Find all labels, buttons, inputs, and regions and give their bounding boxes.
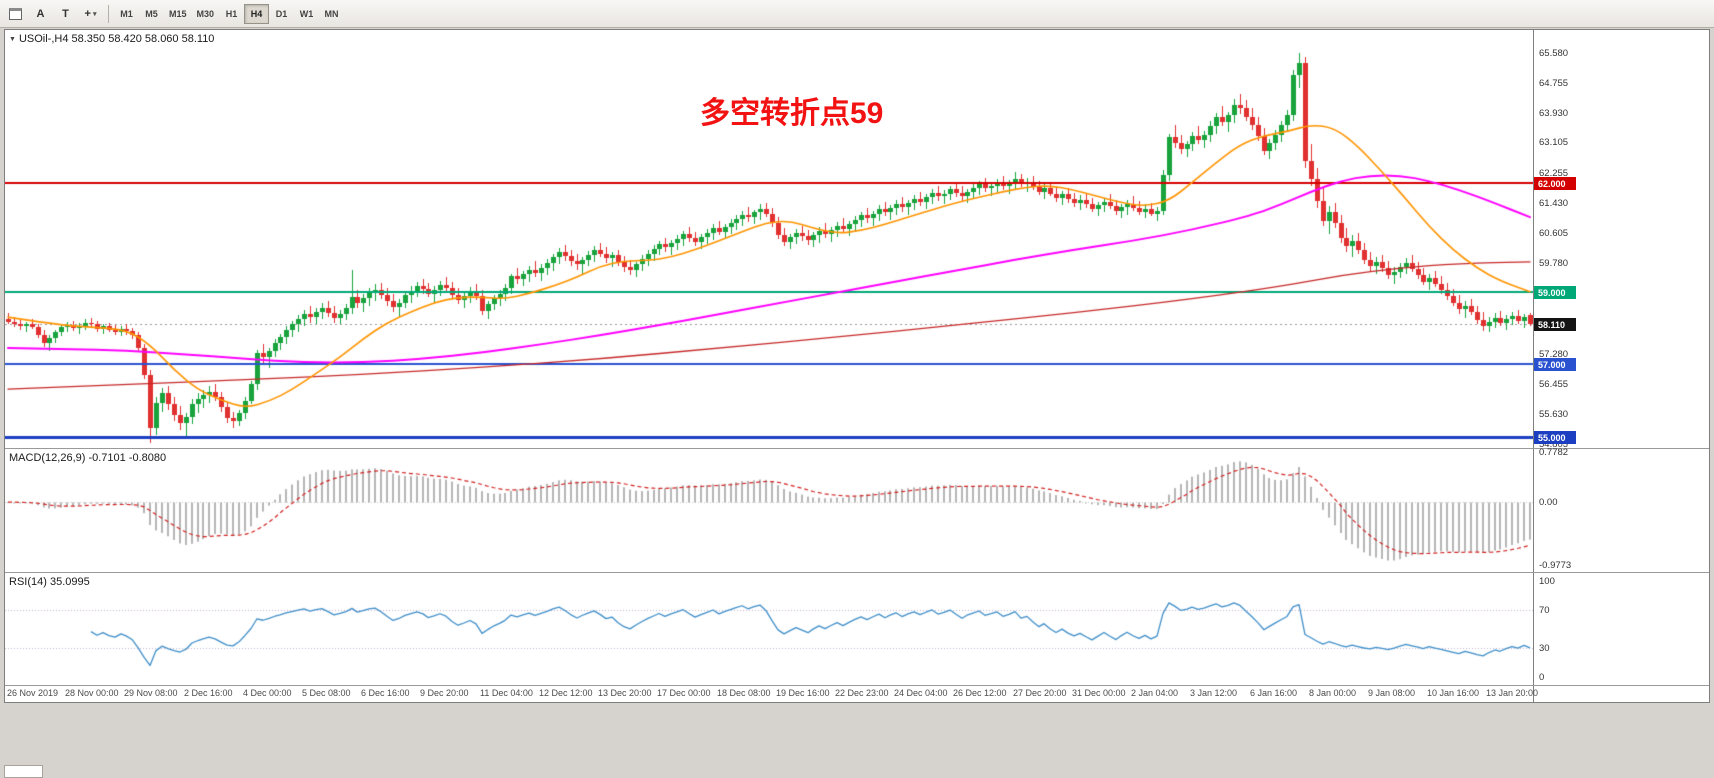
timeframe-w1-button[interactable]: W1 [294, 4, 319, 24]
timeframe-m5-button[interactable]: M5 [139, 4, 164, 24]
price-axis-label: 62.255 [1539, 168, 1569, 179]
axis-divider [1533, 686, 1534, 702]
macd-canvas[interactable] [5, 449, 1533, 572]
date-label: 2 Dec 16:00 [184, 688, 233, 698]
price-axis-label: 65.580 [1539, 48, 1569, 59]
timeframe-mn-button[interactable]: MN [319, 4, 344, 24]
macd-axis-label: -0.9773 [1539, 560, 1572, 571]
date-label: 13 Dec 20:00 [598, 688, 652, 698]
symbol-marker-icon: ▼ [9, 35, 16, 43]
price-axis[interactable]: 65.580 64.755 63.930 63.105 62.255 61.430 60.6… [1533, 30, 1709, 450]
price-axis-label: 59.780 [1539, 258, 1569, 269]
window-icon[interactable] [4, 3, 27, 24]
toolbar: A T + ▾ M1 M5 M15 M30 H1 H4 D1 W1 MN [0, 0, 1714, 28]
chart-title-text: USOil-,H4 58.350 58.420 58.060 58.110 [18, 33, 215, 45]
date-label: 8 Jan 00:00 [1309, 688, 1357, 698]
text-label-tool-button[interactable]: A [29, 3, 52, 24]
price-axis-badge: 59.000 [1534, 286, 1576, 299]
date-label: 10 Jan 16:00 [1427, 688, 1480, 698]
chart-window: ▼ USOil-,H4 58.350 58.420 58.060 58.110 多… [4, 29, 1710, 703]
rsi-axis-label: 100 [1539, 576, 1555, 587]
timeframe-h1-button[interactable]: H1 [219, 4, 244, 24]
date-label: 26 Nov 2019 [7, 688, 59, 698]
date-label: 6 Jan 16:00 [1250, 688, 1298, 698]
price-axis-badge: 62.000 [1534, 177, 1576, 190]
macd-pane: MACD(12,26,9) -0.7101 -0.8080 0.7782 0.00… [5, 447, 1709, 573]
macd-axis: 0.7782 0.00 -0.9773 [1533, 447, 1709, 572]
rsi-axis: 100 70 30 0 [1533, 573, 1709, 685]
rsi-axis-label: 0 [1539, 672, 1545, 683]
price-axis-label: 56.455 [1539, 379, 1569, 390]
date-label: 29 Nov 08:00 [124, 688, 178, 698]
date-label: 4 Dec 00:00 [243, 688, 292, 698]
date-label: 3 Jan 12:00 [1190, 688, 1238, 698]
date-label: 13 Jan 20:00 [1486, 688, 1539, 698]
rsi-canvas[interactable] [5, 573, 1533, 685]
macd-axis-label: 0.7782 [1539, 447, 1569, 458]
date-label: 22 Dec 23:00 [835, 688, 889, 698]
price-axis-label: 60.605 [1539, 228, 1569, 239]
window-glyph-icon [9, 7, 22, 20]
rsi-axis-label: 70 [1539, 605, 1550, 616]
date-label: 12 Dec 12:00 [539, 688, 593, 698]
macd-axis-label: 0.00 [1539, 497, 1558, 508]
price-axis-label: 57.280 [1539, 349, 1569, 360]
date-label: 9 Jan 08:00 [1368, 688, 1416, 698]
price-axis-badge: 55.000 [1534, 431, 1576, 444]
timeframe-m15-button[interactable]: M15 [164, 4, 192, 24]
chevron-down-icon: ▾ [92, 10, 97, 18]
timeframe-h4-button[interactable]: H4 [244, 3, 270, 24]
rsi-label: RSI(14) 35.0995 [9, 576, 90, 588]
crosshair-tool-button[interactable]: + ▾ [79, 3, 102, 24]
bottom-area [0, 703, 1714, 778]
price-axis-label: 54.805 [1539, 439, 1569, 450]
price-chart-canvas[interactable] [5, 30, 1533, 448]
status-box [4, 765, 43, 778]
date-label: 19 Dec 16:00 [776, 688, 830, 698]
date-label: 28 Nov 00:00 [65, 688, 119, 698]
date-label: 24 Dec 04:00 [894, 688, 948, 698]
date-label: 11 Dec 04:00 [480, 688, 533, 698]
time-axis[interactable]: 26 Nov 2019 28 Nov 00:00 29 Nov 08:00 2 Dec… [5, 686, 1709, 702]
macd-label: MACD(12,26,9) -0.7101 -0.8080 [9, 452, 167, 464]
date-label: 31 Dec 00:00 [1072, 688, 1126, 698]
price-axis-label: 64.755 [1539, 78, 1569, 89]
date-label: 2 Jan 04:00 [1131, 688, 1179, 698]
date-label: 17 Dec 00:00 [657, 688, 711, 698]
date-label: 27 Dec 20:00 [1013, 688, 1067, 698]
price-chart-pane: ▼ USOil-,H4 58.350 58.420 58.060 58.110 多… [5, 30, 1709, 450]
chart-annotation[interactable]: 多空转折点59 [700, 97, 884, 130]
date-label: 18 Dec 08:00 [717, 688, 771, 698]
date-label: 9 Dec 20:00 [420, 688, 469, 698]
price-axis-badge: 58.110 [1534, 318, 1576, 331]
price-axis-badge: 57.000 [1534, 358, 1576, 371]
price-axis-label: 63.930 [1539, 108, 1569, 119]
rsi-pane: RSI(14) 35.0995 100 70 30 0 [5, 573, 1709, 686]
date-label: 5 Dec 08:00 [302, 688, 351, 698]
toolbar-separator [108, 4, 109, 23]
timeframe-d1-button[interactable]: D1 [269, 4, 294, 24]
timeframe-m30-button[interactable]: M30 [192, 4, 220, 24]
price-axis-label: 63.105 [1539, 137, 1569, 148]
date-label: 26 Dec 12:00 [953, 688, 1007, 698]
rsi-axis-label: 30 [1539, 643, 1550, 654]
crosshair-icon: + [84, 7, 91, 20]
draw-text-tool-button[interactable]: T [54, 3, 77, 24]
price-axis-label: 61.430 [1539, 198, 1569, 209]
date-label: 6 Dec 16:00 [361, 688, 410, 698]
price-axis-label: 55.630 [1539, 409, 1569, 420]
timeframe-m1-button[interactable]: M1 [114, 4, 139, 24]
chart-title: ▼ USOil-,H4 58.350 58.420 58.060 58.110 [9, 33, 214, 45]
